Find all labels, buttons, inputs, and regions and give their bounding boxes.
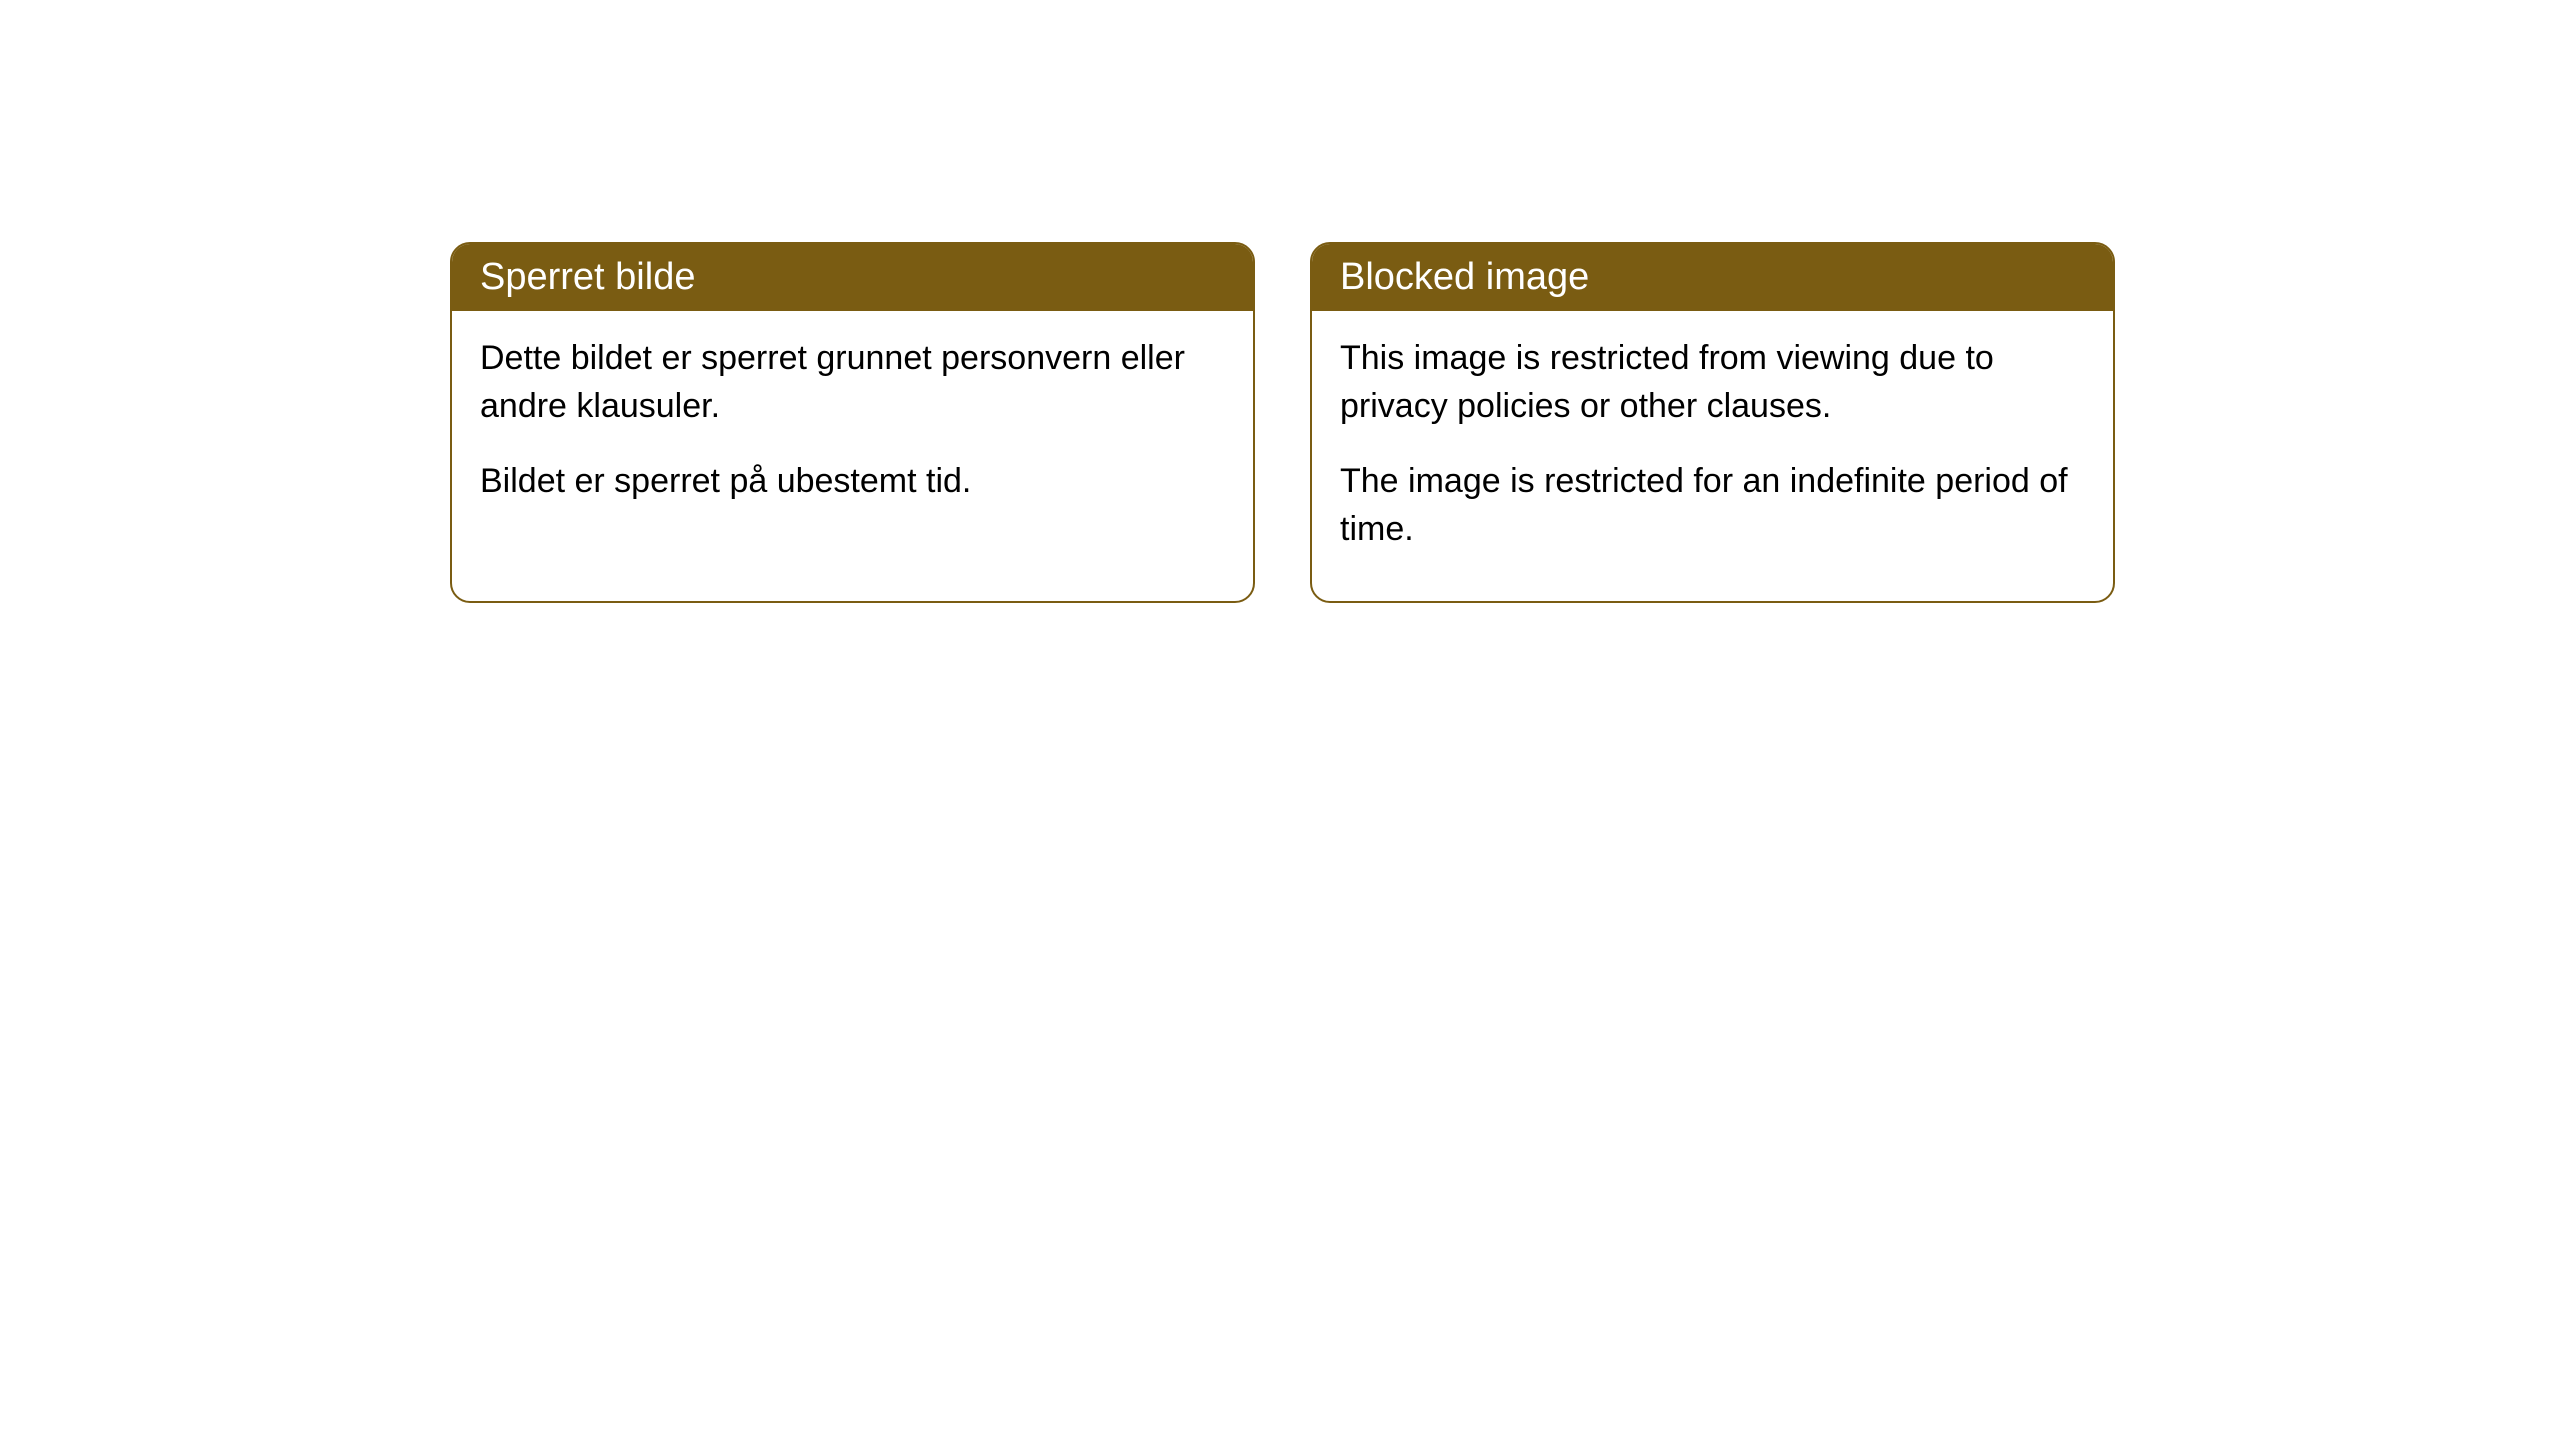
notice-header: Sperret bilde [452,244,1253,311]
notice-paragraph: The image is restricted for an indefinit… [1340,458,2085,553]
notice-box-norwegian: Sperret bilde Dette bildet er sperret gr… [450,242,1255,603]
notice-paragraph: Bildet er sperret på ubestemt tid. [480,458,1225,506]
notice-body: This image is restricted from viewing du… [1312,311,2113,601]
notice-paragraph: This image is restricted from viewing du… [1340,335,2085,430]
notice-body: Dette bildet er sperret grunnet personve… [452,311,1253,554]
notice-paragraph: Dette bildet er sperret grunnet personve… [480,335,1225,430]
notice-header: Blocked image [1312,244,2113,311]
notices-container: Sperret bilde Dette bildet er sperret gr… [450,242,2115,603]
notice-box-english: Blocked image This image is restricted f… [1310,242,2115,603]
